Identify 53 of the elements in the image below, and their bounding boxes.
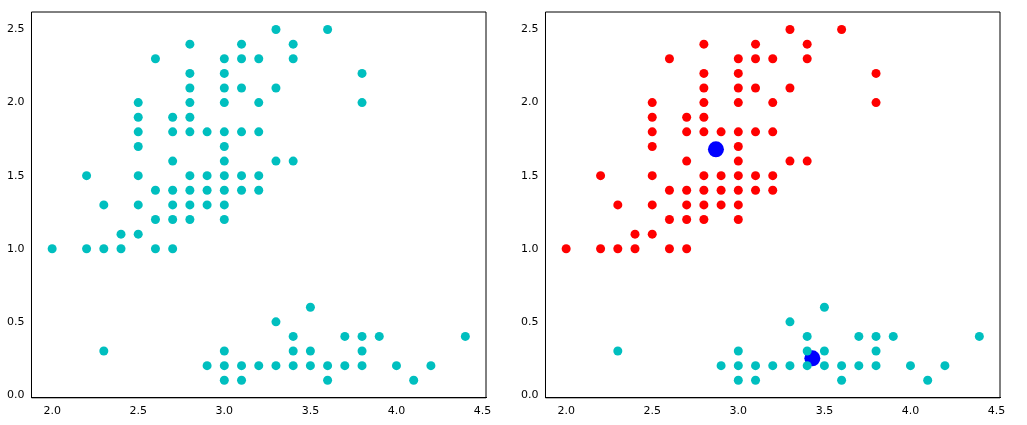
x-tick-label: 4.0 [901, 404, 920, 418]
point [733, 375, 743, 385]
point [768, 361, 778, 371]
point [751, 361, 761, 371]
point [923, 375, 933, 385]
x-tick-label: 4.0 [387, 404, 406, 418]
y-tick-label: 2.5 [6, 22, 25, 36]
x-tick-label: 3.5 [815, 404, 834, 418]
x-tick-label: 3.0 [215, 404, 234, 418]
y-tick-label: 0.5 [6, 314, 25, 328]
y-tick-label: 0.0 [6, 387, 25, 401]
y-tick-label: 2.5 [520, 22, 539, 36]
x-tick-label: 2.0 [43, 404, 61, 418]
x-tick-label: 3.0 [729, 404, 748, 418]
point [819, 346, 829, 356]
y-tick-label: 0.5 [520, 314, 539, 328]
point [905, 361, 915, 371]
point [871, 331, 881, 341]
point [888, 331, 898, 341]
point [802, 346, 812, 356]
point [871, 361, 881, 371]
x-tick-label: 2.5 [129, 404, 147, 418]
y-tick-label: 1.5 [6, 168, 25, 182]
point [802, 331, 812, 341]
point [940, 361, 950, 371]
point [837, 375, 847, 385]
y-tick-label: 0.0 [520, 387, 539, 401]
point [837, 361, 847, 371]
point [733, 361, 743, 371]
point [707, 141, 724, 158]
y-tick-label: 2.0 [520, 95, 539, 109]
point [871, 346, 881, 356]
y-tick-label: 1.5 [520, 168, 539, 182]
y-tick-label: 2.0 [6, 95, 25, 109]
x-tick-label: 4.5 [473, 404, 492, 418]
point [819, 361, 829, 371]
point [785, 317, 795, 327]
point [819, 302, 829, 312]
x-tick-label: 3.5 [301, 404, 320, 418]
point [854, 361, 864, 371]
point [785, 361, 795, 371]
y-tick-label: 1.0 [6, 241, 25, 255]
point [751, 375, 761, 385]
point [802, 361, 812, 371]
point [733, 346, 743, 356]
x-tick-label: 2.0 [557, 404, 575, 418]
point [613, 346, 623, 356]
point [716, 361, 726, 371]
x-tick-label: 2.5 [643, 404, 661, 418]
y-tick-label: 1.0 [520, 241, 539, 255]
point [974, 331, 984, 341]
point [854, 331, 864, 341]
x-tick-label: 4.5 [987, 404, 1006, 418]
